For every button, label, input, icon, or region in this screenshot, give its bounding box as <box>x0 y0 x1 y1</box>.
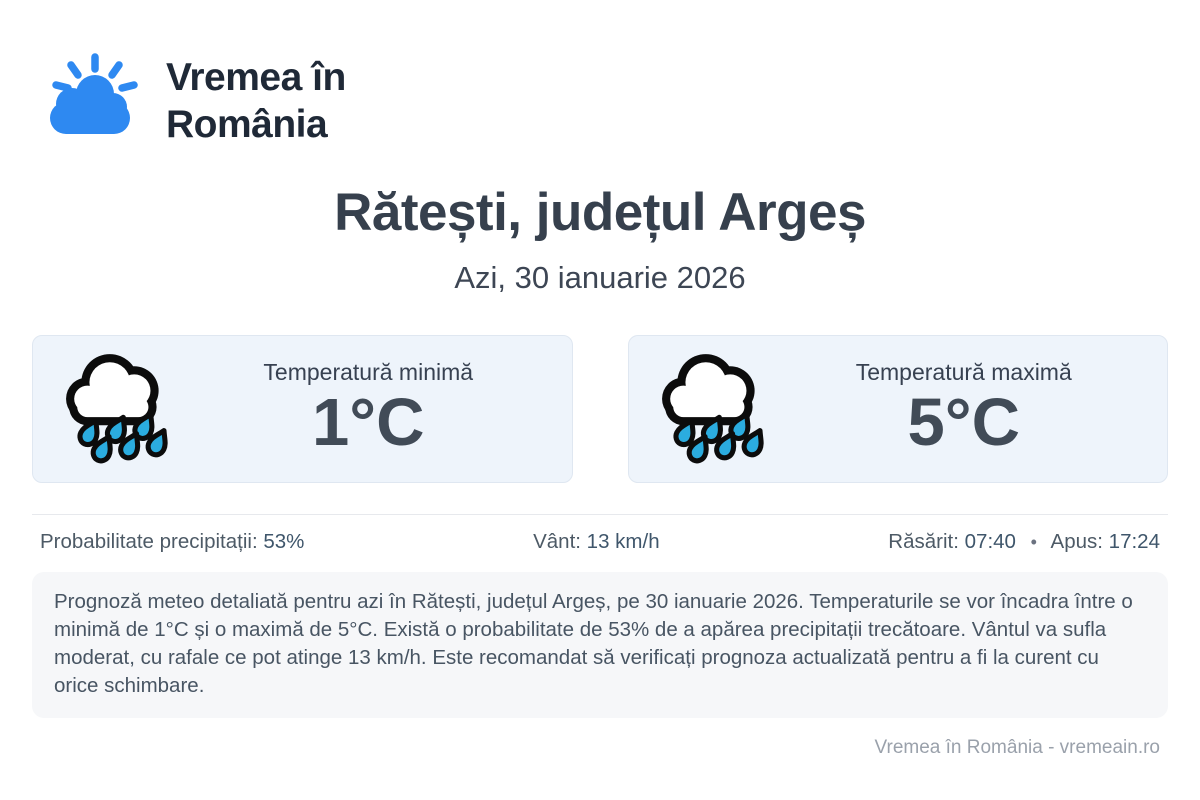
sunrise-label: Răsărit: <box>888 530 959 553</box>
wind-label: Vânt: <box>533 530 581 553</box>
precipitation-label: Probabilitate precipitații: <box>40 530 258 553</box>
precipitation-value: 53% <box>263 530 305 553</box>
sunrise-value: 07:40 <box>964 530 1016 553</box>
rain-cloud-icon <box>661 354 764 464</box>
date-subtitle: Azi, 30 ianuarie 2026 <box>454 260 746 295</box>
forecast-box: Prognoză meteo detaliată pentru azi în R… <box>32 572 1168 718</box>
min-temp-card: Temperatură minimă 1°C <box>32 335 573 483</box>
max-temp-body: Temperatură maximă 5°C <box>775 359 1154 458</box>
page-title: Rătești, județul Argeș <box>334 183 866 242</box>
brand-name: Vremea în România <box>166 55 346 149</box>
bullet-separator: • <box>1030 532 1037 552</box>
stats-row: Probabilitate precipitații: 53% Vânt: 13… <box>32 530 1168 554</box>
max-temp-label: Temperatură maximă <box>855 359 1072 386</box>
temperature-cards: Temperatură minimă 1°C <box>32 335 1168 483</box>
sunset-value: 17:24 <box>1108 530 1160 553</box>
divider <box>32 514 1168 515</box>
min-temp-value: 1°C <box>312 385 425 461</box>
brand-name-line2: România <box>166 103 328 146</box>
brand-header: Vremea în România <box>38 0 1168 152</box>
forecast-text: Prognoză meteo detaliată pentru azi în R… <box>54 590 1133 697</box>
wind-value: 13 km/h <box>586 530 660 553</box>
sun-stat: Răsărit: 07:40 • Apus: 17:24 <box>888 530 1160 554</box>
precipitation-stat: Probabilitate precipitații: 53% <box>40 530 304 554</box>
brand-name-line1: Vremea în <box>166 56 346 100</box>
min-temp-label: Temperatură minimă <box>263 359 474 386</box>
footer-credit: Vremea în România - vremeain.ro <box>874 736 1160 758</box>
sunset-label: Apus: <box>1050 530 1103 553</box>
min-temp-body: Temperatură minimă 1°C <box>179 359 558 458</box>
max-temp-card: Temperatură maximă 5°C <box>627 335 1168 483</box>
wind-stat: Vânt: 13 km/h <box>533 530 660 554</box>
sun-behind-cloud-icon <box>50 53 138 134</box>
rain-cloud-icon <box>66 354 168 464</box>
max-temp-value: 5°C <box>907 385 1020 461</box>
